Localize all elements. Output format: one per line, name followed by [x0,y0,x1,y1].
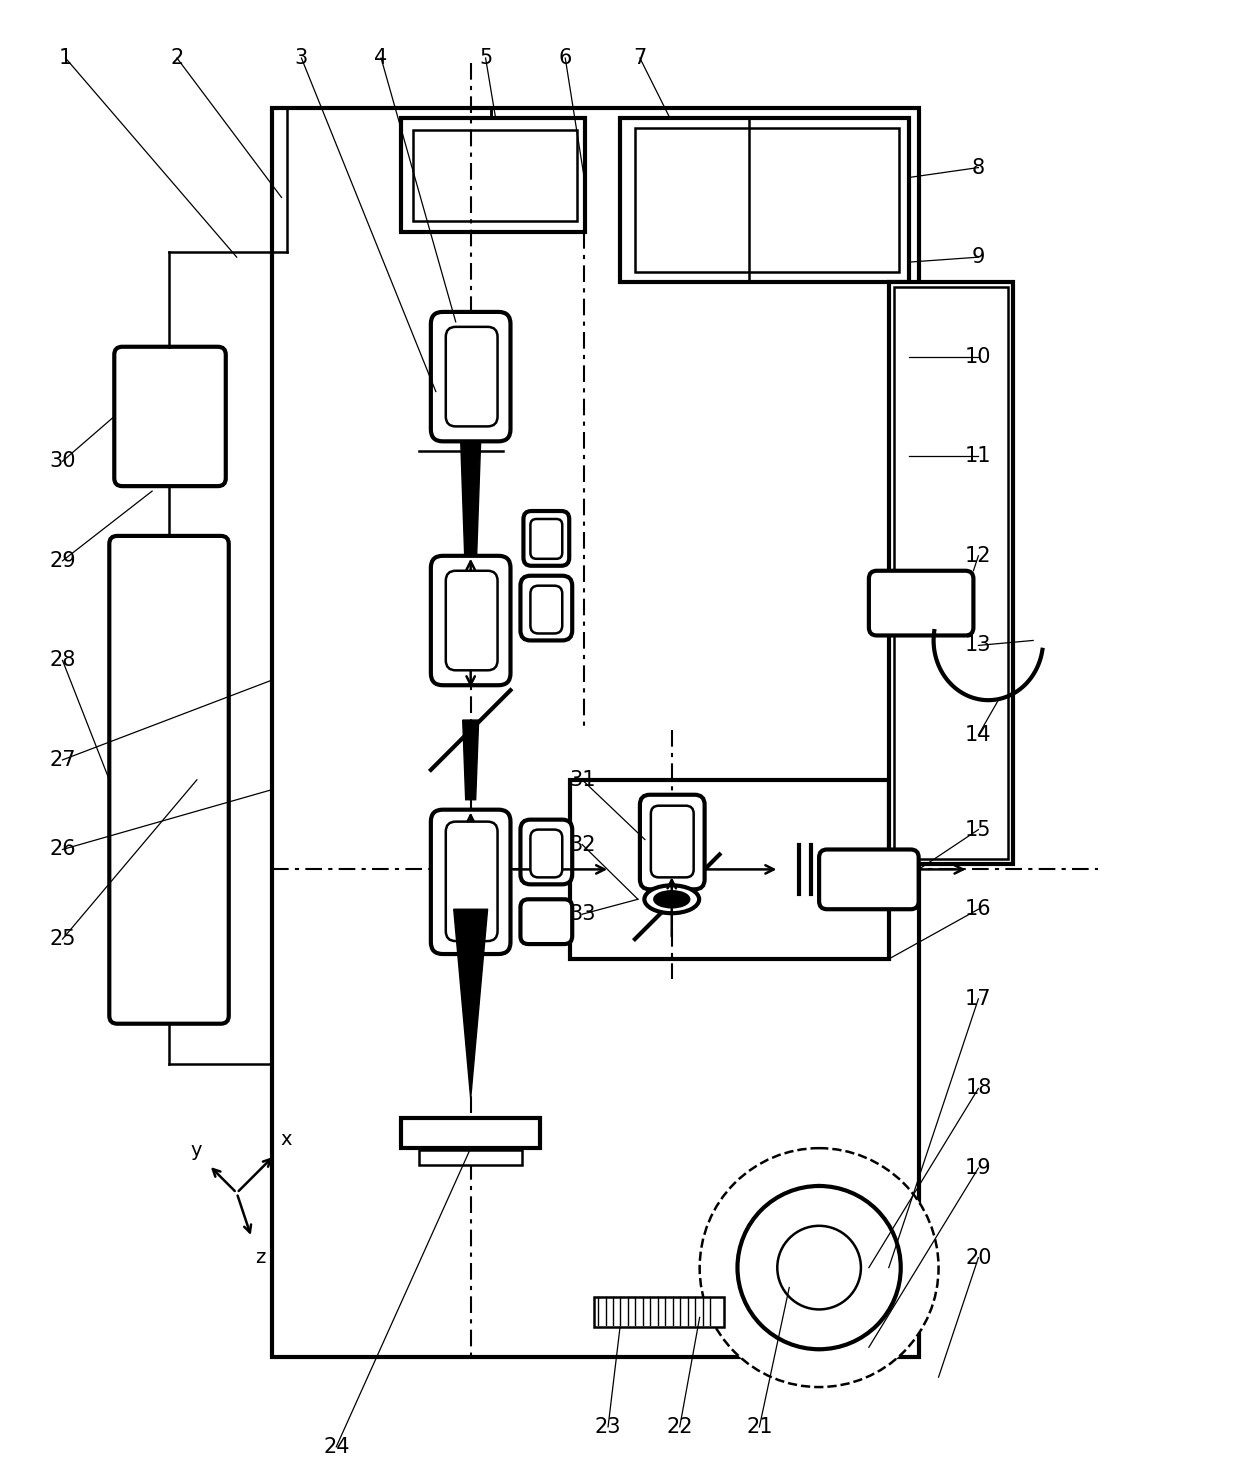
Circle shape [777,1225,861,1309]
Text: 8: 8 [972,158,985,177]
Text: 5: 5 [479,49,492,68]
Bar [889,282,1013,865]
Text: 15: 15 [965,819,992,840]
FancyBboxPatch shape [531,586,562,633]
Ellipse shape [655,892,689,908]
Text: 10: 10 [965,347,992,366]
Polygon shape [461,441,481,556]
Bar [570,779,889,959]
FancyBboxPatch shape [446,326,497,427]
FancyBboxPatch shape [521,899,572,945]
Text: 1: 1 [58,49,72,68]
Text: 31: 31 [569,770,595,790]
FancyBboxPatch shape [521,576,572,641]
Text: 25: 25 [50,928,76,949]
Text: 3: 3 [295,49,308,68]
Ellipse shape [645,886,699,914]
FancyBboxPatch shape [531,520,562,559]
Bar [620,118,909,282]
Text: 27: 27 [50,750,76,770]
Bar [401,118,585,232]
Circle shape [738,1187,900,1349]
Text: 17: 17 [965,989,992,1008]
Text: 20: 20 [965,1247,992,1268]
FancyBboxPatch shape [109,536,228,1024]
Polygon shape [454,909,487,1098]
Text: 16: 16 [965,899,992,920]
Text: 9: 9 [972,246,985,267]
FancyBboxPatch shape [640,794,704,890]
Text: 32: 32 [569,834,595,855]
Text: 2: 2 [170,49,184,68]
FancyBboxPatch shape [430,810,511,953]
Bar [419,1150,522,1165]
FancyBboxPatch shape [430,311,511,441]
Bar [401,1119,541,1148]
Bar [635,128,899,272]
Text: 28: 28 [50,651,76,670]
Text: y: y [191,1141,202,1160]
Text: 30: 30 [50,452,76,471]
Circle shape [699,1148,939,1387]
Text: 21: 21 [746,1417,773,1438]
Text: 7: 7 [634,49,646,68]
Bar [413,130,577,221]
Text: 12: 12 [965,546,992,565]
FancyBboxPatch shape [114,347,226,486]
FancyBboxPatch shape [446,571,497,670]
FancyBboxPatch shape [430,556,511,685]
Text: 14: 14 [965,725,992,745]
Text: 26: 26 [50,840,76,859]
FancyBboxPatch shape [446,822,497,942]
Bar [272,108,919,1358]
Text: 24: 24 [324,1436,350,1457]
Text: 23: 23 [595,1417,621,1438]
FancyBboxPatch shape [531,830,562,877]
FancyBboxPatch shape [869,571,973,636]
FancyBboxPatch shape [523,511,569,565]
Text: 18: 18 [965,1079,992,1098]
Text: 11: 11 [965,446,992,466]
Text: 19: 19 [965,1159,992,1178]
FancyBboxPatch shape [820,850,919,909]
Bar [894,286,1008,859]
Text: 13: 13 [965,635,992,655]
Text: x: x [280,1131,293,1150]
FancyBboxPatch shape [651,806,693,877]
Bar [594,1297,723,1327]
Text: 6: 6 [558,49,572,68]
FancyBboxPatch shape [521,819,572,884]
Text: 29: 29 [50,551,76,571]
Text: 33: 33 [569,905,595,924]
Text: z: z [254,1247,265,1266]
Polygon shape [463,720,479,800]
Text: 4: 4 [374,49,388,68]
Text: 22: 22 [666,1417,693,1438]
